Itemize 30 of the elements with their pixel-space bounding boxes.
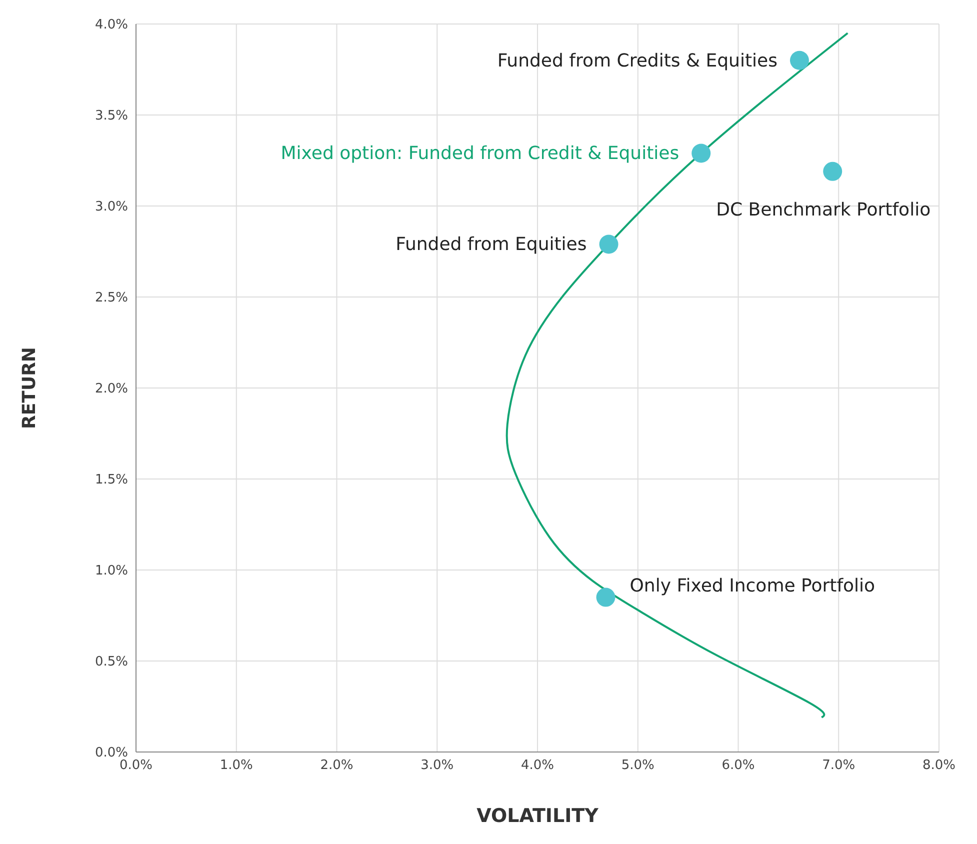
x-tick-label: 7.0% (822, 758, 856, 774)
y-axis-title: RETURN (18, 347, 40, 429)
annotation: Only Fixed Income Portfolio (630, 575, 876, 596)
point (823, 162, 842, 181)
point (692, 144, 711, 163)
point (596, 588, 616, 607)
y-tick-label: 0.5% (94, 654, 128, 670)
y-tick-label: 3.5% (94, 108, 128, 124)
y-tick-label: 4.0% (94, 18, 128, 33)
x-tick-label: 2.0% (320, 758, 354, 774)
y-tick-label: 2.5% (94, 290, 128, 306)
x-tick-label: 5.0% (621, 758, 654, 774)
x-tick-label: 0.0% (119, 758, 153, 774)
annotation: DC Benchmark Portfolio (716, 199, 931, 220)
y-tick-label: 3.0% (94, 200, 128, 215)
point (599, 234, 618, 254)
x-tick-label: 1.0% (220, 758, 253, 774)
x-tick-label: 4.0% (520, 758, 554, 774)
x-axis-title: VOLATILITY (476, 805, 599, 827)
x-tick-label: 8.0% (922, 758, 956, 774)
y-tick-label: 1.5% (94, 472, 128, 488)
annotation: Mixed option: Funded from Credit & Equities (280, 143, 680, 164)
y-tick-label: 0.0% (94, 746, 128, 761)
annotation: Funded from Credits & Equities (497, 50, 778, 72)
x-tick-label: 3.0% (420, 758, 454, 774)
point (790, 50, 809, 70)
annotation: Funded from Equities (396, 234, 587, 256)
y-tick-label: 1.0% (94, 564, 128, 579)
x-tick-label: 6.0% (722, 758, 755, 774)
y-tick-label: 2.0% (94, 382, 128, 397)
